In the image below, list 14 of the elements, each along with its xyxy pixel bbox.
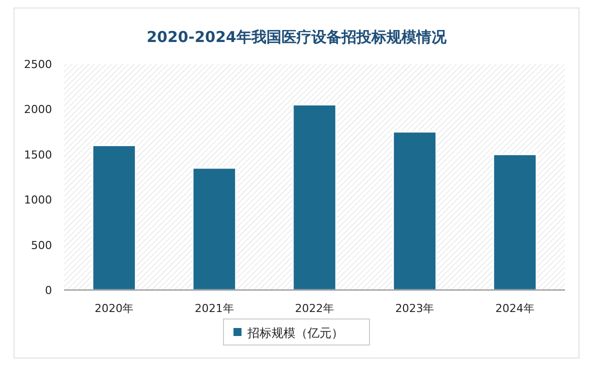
y-tick-label: 2500 [24,58,52,71]
y-tick-label: 500 [31,238,52,252]
legend: 招标规模（亿元） [223,318,370,346]
y-tick-label: 0 [45,284,52,297]
chart-title: 2020-2024年我国医疗设备招投标规模情况 [146,28,448,46]
y-tick-label: 1500 [24,148,52,162]
x-tick-label: 2022年 [295,302,334,315]
x-tick-label: 2021年 [194,302,234,315]
x-tick-label: 2020年 [94,302,134,315]
x-tick-label: 2023年 [395,302,434,315]
x-tick-label: 2024年 [495,302,534,315]
y-tick-label: 2000 [24,103,52,116]
legend-label: 招标规模（亿元） [246,326,344,340]
y-tick-label: 1000 [24,194,52,207]
